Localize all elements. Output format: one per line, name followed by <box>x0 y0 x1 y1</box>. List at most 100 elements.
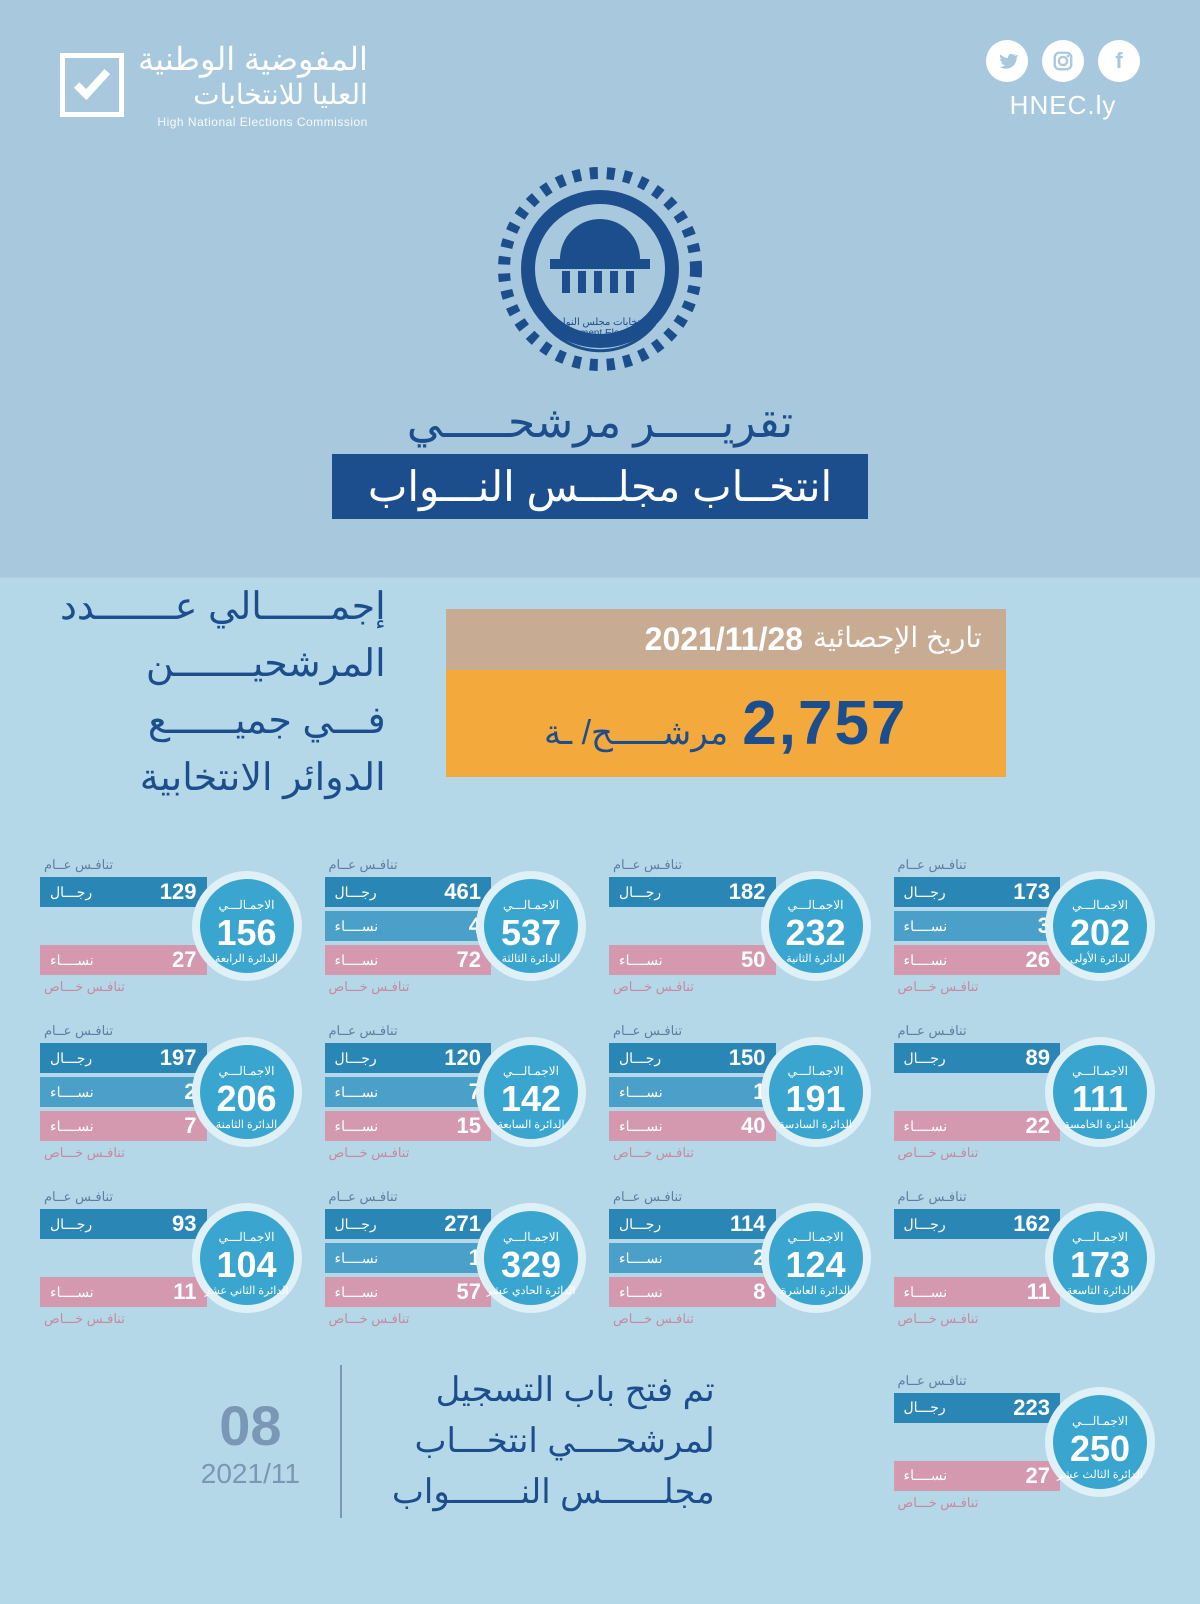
district-total-circle: الاجمـالـــي 206 الدائرة الثامنة <box>192 1037 302 1147</box>
women-special-bar: 8نســــاء <box>609 1277 776 1307</box>
special-competition-tag: تنافـس خـــاص <box>609 1311 776 1327</box>
district-name: الدائرة الثالث عشر <box>1053 1468 1147 1481</box>
women-special-bar: 27نســــاء <box>894 1461 1061 1491</box>
district-card: الاجمـالـــي 250 الدائرة الثالث عشر تناف… <box>894 1365 1161 1518</box>
district-total: 156 <box>216 912 276 954</box>
district-name: الدائرة السادسة <box>769 1118 863 1131</box>
general-competition-tag: تنافـس عــام <box>325 1189 492 1205</box>
district-card: الاجمـالـــي 104 الدائرة الثاني عشر تناف… <box>40 1189 307 1327</box>
stats-date-label: تاريخ الإحصائية <box>813 621 982 658</box>
men-bar: 114رجـــال <box>609 1209 776 1239</box>
special-competition-tag: تنافـس خـــاص <box>40 979 207 995</box>
men-bar: 271رجـــال <box>325 1209 492 1239</box>
website-url[interactable]: HNEC.ly <box>1010 90 1117 121</box>
men-bar: 162رجـــال <box>894 1209 1061 1239</box>
twitter-icon[interactable] <box>986 40 1028 82</box>
footer-date: 08 2021/11 <box>201 1393 300 1490</box>
men-bar: 461رجـــال <box>325 877 492 907</box>
district-card: الاجمـالـــي 537 الدائرة الثالثة تنافـس … <box>325 857 592 995</box>
district-card: الاجمـالـــي 206 الدائرة الثامنة تنافـس … <box>40 1023 307 1161</box>
district-card: الاجمـالـــي 124 الدائرة العاشرة تنافـس … <box>609 1189 876 1327</box>
women-special-bar: 57نســــاء <box>325 1277 492 1307</box>
total-number: 2,757 <box>742 688 907 759</box>
women-general-bar: 2نســــاء <box>40 1077 207 1107</box>
district-total: 250 <box>1070 1428 1130 1470</box>
men-bar: 89رجـــال <box>894 1043 1061 1073</box>
special-competition-tag: تنافـس خـــاص <box>894 1145 1061 1161</box>
women-special-bar: 27نســــاء <box>40 945 207 975</box>
men-bar: 120رجـــال <box>325 1043 492 1073</box>
special-competition-tag: تنافـس خـــاص <box>894 1311 1061 1327</box>
district-name: الدائرة التاسعة <box>1053 1284 1147 1297</box>
general-competition-tag: تنافـس عــام <box>894 1189 1061 1205</box>
district-name: الدائرة الثاني عشر <box>200 1284 294 1297</box>
summary-heading: إجمــــــالي عـــــــدد المرشحيـــــــن … <box>60 579 386 807</box>
last-row: الاجمـالـــي 250 الدائرة الثالث عشر تناف… <box>0 1365 1200 1518</box>
women-special-bar: 22نســــاء <box>894 1111 1061 1141</box>
footer-box: تم فتح باب التسجيل لمرشحــــي انتخـــاب … <box>40 1365 876 1518</box>
org-name-en: High National Elections Commission <box>138 115 368 129</box>
women-general-bar: 4نســــاء <box>325 911 492 941</box>
footer-month: 2021/11 <box>201 1458 300 1490</box>
stats-date-bar: تاريخ الإحصائية 2021/11/28 <box>446 609 1006 670</box>
men-bar: 173رجـــال <box>894 877 1061 907</box>
district-card: الاجمـالـــي 329 الدائرة الحادي عشر تناف… <box>325 1189 592 1327</box>
women-general-bar: 1نســــاء <box>325 1243 492 1273</box>
women-special-bar: 40نســــاء <box>609 1111 776 1141</box>
special-competition-tag: تنافـس خـــاص <box>325 1311 492 1327</box>
district-card: الاجمـالـــي 142 الدائرة السابعة تنافـس … <box>325 1023 592 1161</box>
general-competition-tag: تنافـس عــام <box>40 1023 207 1039</box>
district-card: الاجمـالـــي 202 الدائرة الأولى تنافـس ع… <box>894 857 1161 995</box>
men-bar: 129رجـــال <box>40 877 207 907</box>
page-title-top: تقريـــــر مرشحـــــي <box>332 397 868 448</box>
women-special-bar: 7نســــاء <box>40 1111 207 1141</box>
district-total-circle: الاجمـالـــي 124 الدائرة العاشرة <box>761 1203 871 1313</box>
district-name: الدائرة الثانية <box>769 952 863 965</box>
district-name: الدائرة الخامسة <box>1053 1118 1147 1131</box>
district-name: الدائرة الأولى <box>1053 952 1147 965</box>
general-competition-tag: تنافـس عــام <box>894 1373 1061 1389</box>
emblem-section: انتخابات مجلس النواب Parliament Election… <box>0 159 1200 519</box>
district-total: 329 <box>501 1244 561 1286</box>
special-competition-tag: تنافـس خـــاص <box>894 979 1061 995</box>
general-competition-tag: تنافـس عــام <box>894 1023 1061 1039</box>
women-special-bar: 15نســــاء <box>325 1111 492 1141</box>
special-competition-tag: تنافـس خـــاص <box>609 979 776 995</box>
women-special-bar: 26نســــاء <box>894 945 1061 975</box>
district-total-circle: الاجمـالـــي 191 الدائرة السادسة <box>761 1037 871 1147</box>
header: f HNEC.ly المفوضية الوطنية العليا للانتخ… <box>0 0 1200 129</box>
district-name: الدائرة الثالثة <box>484 952 578 965</box>
general-competition-tag: تنافـس عــام <box>40 857 207 873</box>
district-total: 124 <box>785 1244 845 1286</box>
district-card: الاجمـالـــي 232 الدائرة الثانية تنافـس … <box>609 857 876 995</box>
instagram-icon[interactable] <box>1042 40 1084 82</box>
district-total: 104 <box>216 1244 276 1286</box>
general-competition-tag: تنافـس عــام <box>609 1189 776 1205</box>
general-competition-tag: تنافـس عــام <box>609 1023 776 1039</box>
emblem-label-en: Parliament Elections <box>490 328 710 339</box>
district-card: الاجمـالـــي 173 الدائرة التاسعة تنافـس … <box>894 1189 1161 1327</box>
district-total-circle: الاجمـالـــي 142 الدائرة السابعة <box>476 1037 586 1147</box>
facebook-icon[interactable]: f <box>1098 40 1140 82</box>
emblem-label-ar: انتخابات مجلس النواب <box>490 317 710 328</box>
women-special-bar: 11نســــاء <box>40 1277 207 1307</box>
district-total-circle: الاجمـالـــي 104 الدائرة الثاني عشر <box>192 1203 302 1313</box>
general-competition-tag: تنافـس عــام <box>325 1023 492 1039</box>
district-total: 111 <box>1072 1078 1128 1120</box>
general-competition-tag: تنافـس عــام <box>325 857 492 873</box>
men-bar: 182رجـــال <box>609 877 776 907</box>
district-total-circle: الاجمـالـــي 111 الدائرة الخامسة <box>1045 1037 1155 1147</box>
district-name: الدائرة السابعة <box>484 1118 578 1131</box>
district-total-circle: الاجمـالـــي 173 الدائرة التاسعة <box>1045 1203 1155 1313</box>
stats-date-value: 2021/11/28 <box>645 621 803 658</box>
district-total-circle: الاجمـالـــي 202 الدائرة الأولى <box>1045 871 1155 981</box>
women-special-bar: 11نســــاء <box>894 1277 1061 1307</box>
district-total: 232 <box>785 912 845 954</box>
org-name-line2: العليا للانتخابات <box>138 78 368 111</box>
social-block: f HNEC.ly <box>986 40 1140 121</box>
district-total: 206 <box>216 1078 276 1120</box>
footer-line2: لمرشحــــي انتخـــاب <box>392 1416 715 1467</box>
page-title-band: انتخــاب مجلـــس النـــواب <box>332 454 868 519</box>
general-competition-tag: تنافـس عــام <box>894 857 1061 873</box>
special-competition-tag: تنافـس خـــاص <box>40 1311 207 1327</box>
